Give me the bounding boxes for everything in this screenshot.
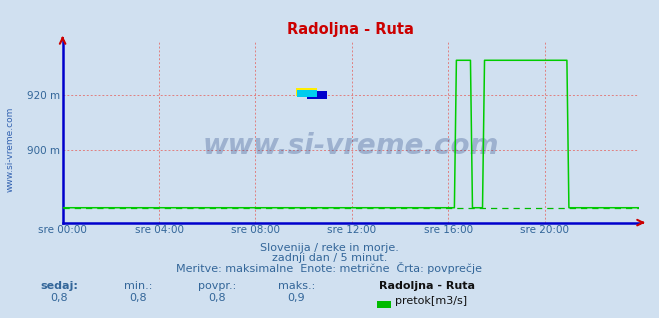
Bar — [297, 90, 317, 97]
Text: maks.:: maks.: — [278, 281, 315, 291]
Text: 0,8: 0,8 — [209, 293, 226, 302]
Text: 0,8: 0,8 — [51, 293, 68, 302]
Title: Radoljna - Ruta: Radoljna - Ruta — [287, 22, 415, 38]
Text: Slovenija / reke in morje.: Slovenija / reke in morje. — [260, 243, 399, 253]
Text: 0,8: 0,8 — [130, 293, 147, 302]
Text: www.si-vreme.com: www.si-vreme.com — [5, 107, 14, 192]
Text: Radoljna - Ruta: Radoljna - Ruta — [379, 281, 475, 291]
Text: sedaj:: sedaj: — [40, 281, 78, 291]
Bar — [296, 88, 317, 96]
Text: pretok[m3/s]: pretok[m3/s] — [395, 295, 467, 306]
Text: www.si-vreme.com: www.si-vreme.com — [203, 133, 499, 161]
Bar — [306, 91, 328, 99]
Text: Meritve: maksimalne  Enote: metrične  Črta: povprečje: Meritve: maksimalne Enote: metrične Črta… — [177, 262, 482, 273]
Text: min.:: min.: — [124, 281, 153, 291]
Text: 0,9: 0,9 — [288, 293, 305, 302]
Text: povpr.:: povpr.: — [198, 281, 237, 291]
Text: zadnji dan / 5 minut.: zadnji dan / 5 minut. — [272, 253, 387, 263]
